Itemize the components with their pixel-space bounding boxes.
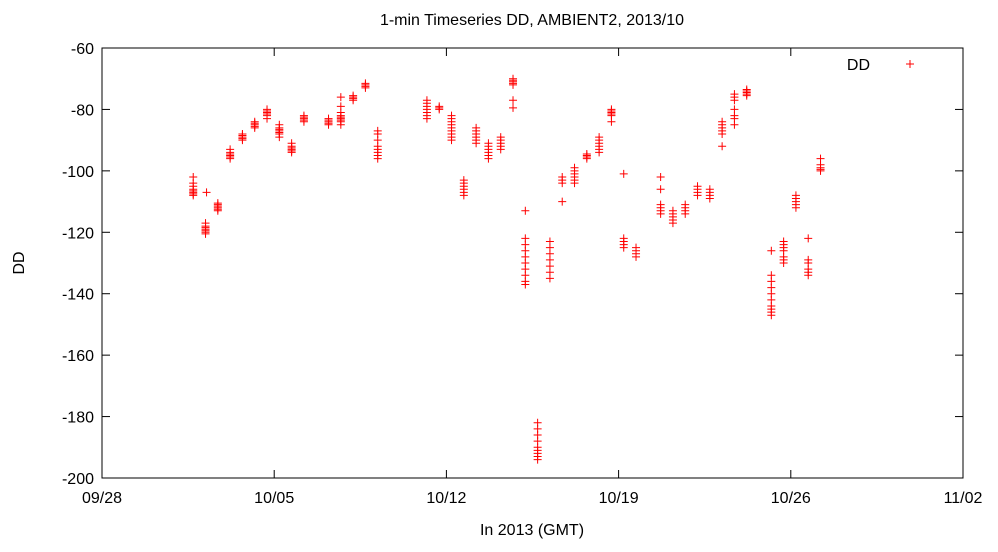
x-tick-label: 10/19 <box>599 490 639 507</box>
y-axis-label: DD <box>11 251 28 274</box>
x-tick-label: 10/05 <box>254 490 294 507</box>
legend-label: DD <box>847 57 870 74</box>
y-tick-label: -80 <box>71 102 94 119</box>
data-point <box>447 136 456 145</box>
data-point <box>730 120 739 129</box>
data-point <box>545 274 554 283</box>
data-point <box>730 96 739 105</box>
data-point <box>238 136 247 145</box>
data-point <box>570 179 579 188</box>
data-point <box>250 123 259 132</box>
data-point <box>202 188 211 197</box>
data-point <box>484 154 493 163</box>
data-point <box>767 246 776 255</box>
data-point <box>705 194 714 203</box>
data-point <box>632 252 641 261</box>
data-point <box>189 173 198 181</box>
data-point <box>656 173 665 181</box>
data-point <box>533 455 542 464</box>
data-point <box>509 80 518 89</box>
data-point <box>767 311 776 320</box>
data-point <box>263 114 272 123</box>
y-tick-label: -140 <box>62 287 94 304</box>
data-point <box>435 105 444 114</box>
legend-marker <box>906 60 914 68</box>
data-point <box>496 145 505 154</box>
data-point <box>804 234 813 243</box>
data-point <box>681 209 690 218</box>
legend-marker-symbol <box>906 60 914 68</box>
y-tick-label: -100 <box>62 164 94 181</box>
data-point <box>619 169 628 178</box>
x-tick-label: 09/28 <box>82 490 122 507</box>
data-point <box>299 117 308 126</box>
data-point <box>779 259 788 267</box>
data-point <box>582 154 591 163</box>
y-tick-label: -180 <box>62 410 94 427</box>
y-tick-label: -200 <box>62 471 94 488</box>
data-point <box>558 179 567 188</box>
data-point <box>275 120 284 129</box>
data-point <box>226 154 235 163</box>
data-point <box>656 185 665 194</box>
data-point <box>816 166 825 175</box>
x-tick-label: 10/26 <box>771 490 811 507</box>
data-point <box>656 209 665 218</box>
data-point <box>668 219 677 228</box>
x-axis-label: In 2013 (GMT) <box>480 522 584 539</box>
data-point <box>718 130 727 138</box>
data-point <box>619 243 628 252</box>
data-point <box>336 120 345 129</box>
data-point <box>472 139 481 148</box>
data-point <box>422 114 431 123</box>
data-point <box>324 120 333 129</box>
y-tick-label: -60 <box>71 41 94 58</box>
data-point <box>336 93 345 102</box>
data-point <box>791 203 800 212</box>
data-point <box>349 96 358 105</box>
data-point <box>804 271 813 280</box>
data-point <box>521 280 530 289</box>
data-series-dd <box>189 74 825 464</box>
data-point <box>509 96 518 105</box>
data-point <box>693 191 702 200</box>
data-point <box>595 148 604 157</box>
data-point <box>521 206 530 215</box>
y-tick-label: -160 <box>62 348 94 365</box>
x-tick-label: 11/02 <box>944 490 983 507</box>
y-axis: -60 -80 -100 -120 -140 -160 -180 -200 <box>62 41 963 488</box>
data-point <box>459 191 468 200</box>
data-point <box>373 154 382 163</box>
data-point <box>558 197 567 206</box>
y-tick-label: -120 <box>62 225 94 242</box>
data-point <box>275 133 284 142</box>
data-point <box>189 191 198 200</box>
x-tick-label: 10/12 <box>426 490 466 507</box>
data-point <box>201 229 210 238</box>
plot-frame <box>101 47 964 479</box>
legend: DD <box>847 57 914 74</box>
data-point <box>361 83 370 92</box>
data-point <box>718 142 727 151</box>
data-point <box>287 148 296 157</box>
data-point <box>742 91 751 100</box>
data-point <box>213 199 222 208</box>
chart-title: 1-min Timeseries DD, AMBIENT2, 2013/10 <box>380 12 684 29</box>
data-point <box>213 206 222 215</box>
data-point <box>607 117 616 126</box>
x-axis: 09/28 10/05 10/12 10/19 10/26 11/02 <box>82 48 983 507</box>
data-point <box>509 103 518 112</box>
